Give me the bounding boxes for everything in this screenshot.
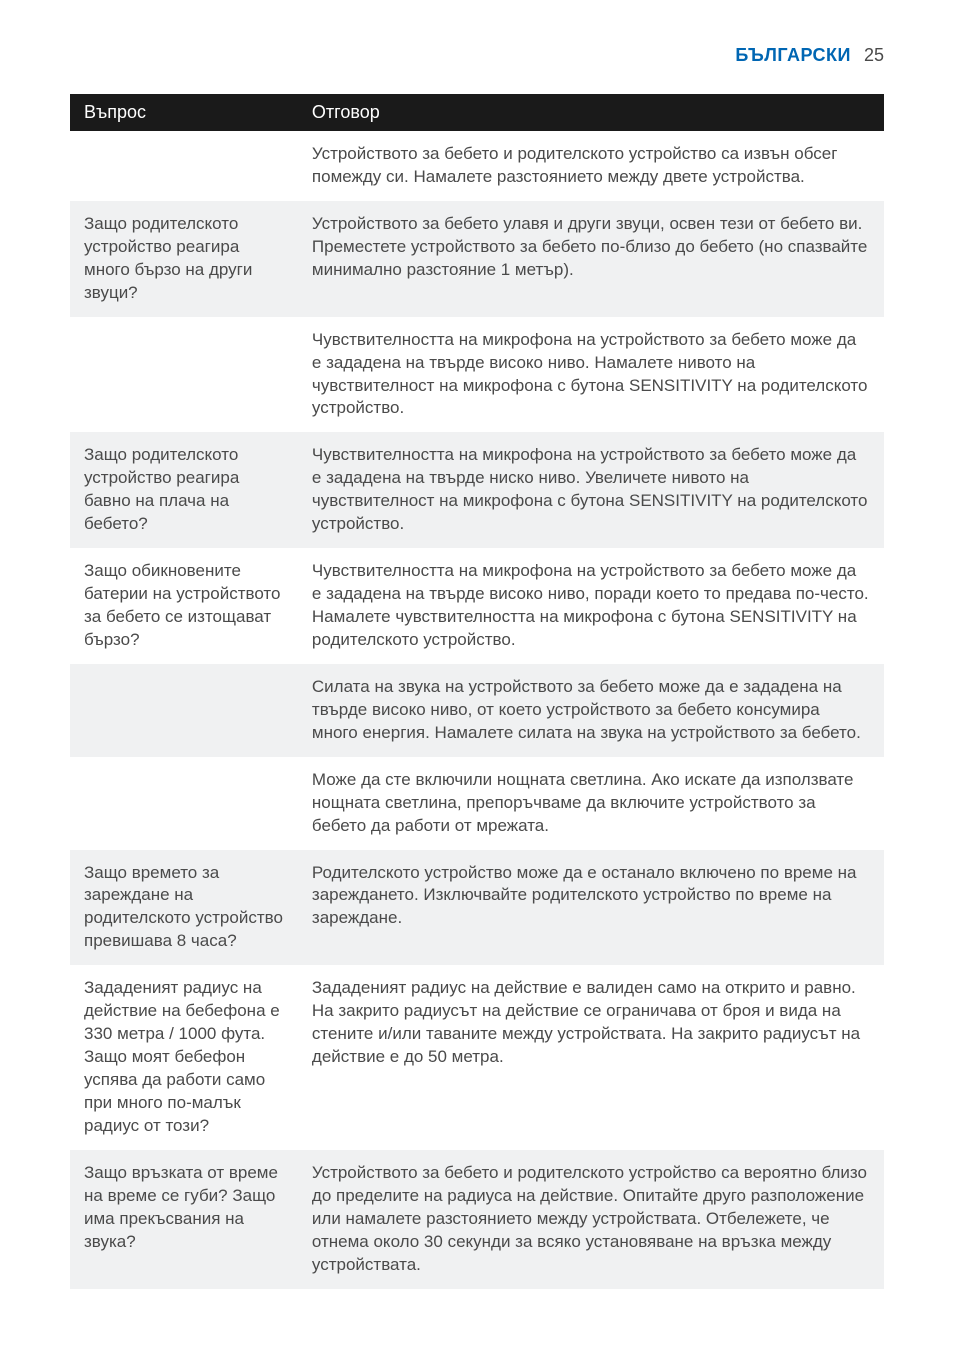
answer-cell: Устройството за бебето и родителското ус…: [298, 131, 884, 201]
question-cell: Защо връзката от време на време се губи?…: [70, 1150, 298, 1289]
answer-cell: Силата на звука на устройството за бебет…: [298, 664, 884, 757]
question-cell: Зададеният радиус на действие на бебефон…: [70, 965, 298, 1150]
table-row: Защо родителското устройство реагира бав…: [70, 432, 884, 548]
answer-cell: Устройството за бебето улавя и други зву…: [298, 201, 884, 317]
table-body: Устройството за бебето и родителското ус…: [70, 131, 884, 1289]
question-cell: [70, 757, 298, 850]
header-answer: Отговор: [298, 94, 884, 131]
table-row: Чувствителността на микрофона на устройс…: [70, 317, 884, 433]
answer-cell: Чувствителността на микрофона на устройс…: [298, 548, 884, 664]
qa-table: Въпрос Отговор Устройството за бебето и …: [70, 94, 884, 1289]
answer-cell: Може да сте включили нощната светлина. А…: [298, 757, 884, 850]
table-row: Силата на звука на устройството за бебет…: [70, 664, 884, 757]
table-row: Защо времето за зареждане на родителскот…: [70, 850, 884, 966]
language-label: БЪЛГАРСКИ: [735, 45, 851, 65]
page-number: 25: [864, 45, 884, 65]
question-cell: [70, 317, 298, 433]
answer-cell: Чувствителността на микрофона на устройс…: [298, 432, 884, 548]
answer-cell: Устройството за бебето и родителското ус…: [298, 1150, 884, 1289]
table-row: Защо връзката от време на време се губи?…: [70, 1150, 884, 1289]
answer-cell: Родителското устройство може да е остана…: [298, 850, 884, 966]
header-question: Въпрос: [70, 94, 298, 131]
question-cell: Защо родителското устройство реагира бав…: [70, 432, 298, 548]
table-row: Защо обикновените батерии на устройствот…: [70, 548, 884, 664]
table-row: Защо родителското устройство реагира мно…: [70, 201, 884, 317]
question-cell: Защо обикновените батерии на устройствот…: [70, 548, 298, 664]
question-cell: Защо времето за зареждане на родителскот…: [70, 850, 298, 966]
question-cell: Защо родителското устройство реагира мно…: [70, 201, 298, 317]
answer-cell: Чувствителността на микрофона на устройс…: [298, 317, 884, 433]
table-row: Зададеният радиус на действие на бебефон…: [70, 965, 884, 1150]
page-header: БЪЛГАРСКИ 25: [70, 45, 884, 66]
table-row: Устройството за бебето и родителското ус…: [70, 131, 884, 201]
question-cell: [70, 131, 298, 201]
table-row: Може да сте включили нощната светлина. А…: [70, 757, 884, 850]
table-header-row: Въпрос Отговор: [70, 94, 884, 131]
answer-cell: Зададеният радиус на действие е валиден …: [298, 965, 884, 1150]
question-cell: [70, 664, 298, 757]
